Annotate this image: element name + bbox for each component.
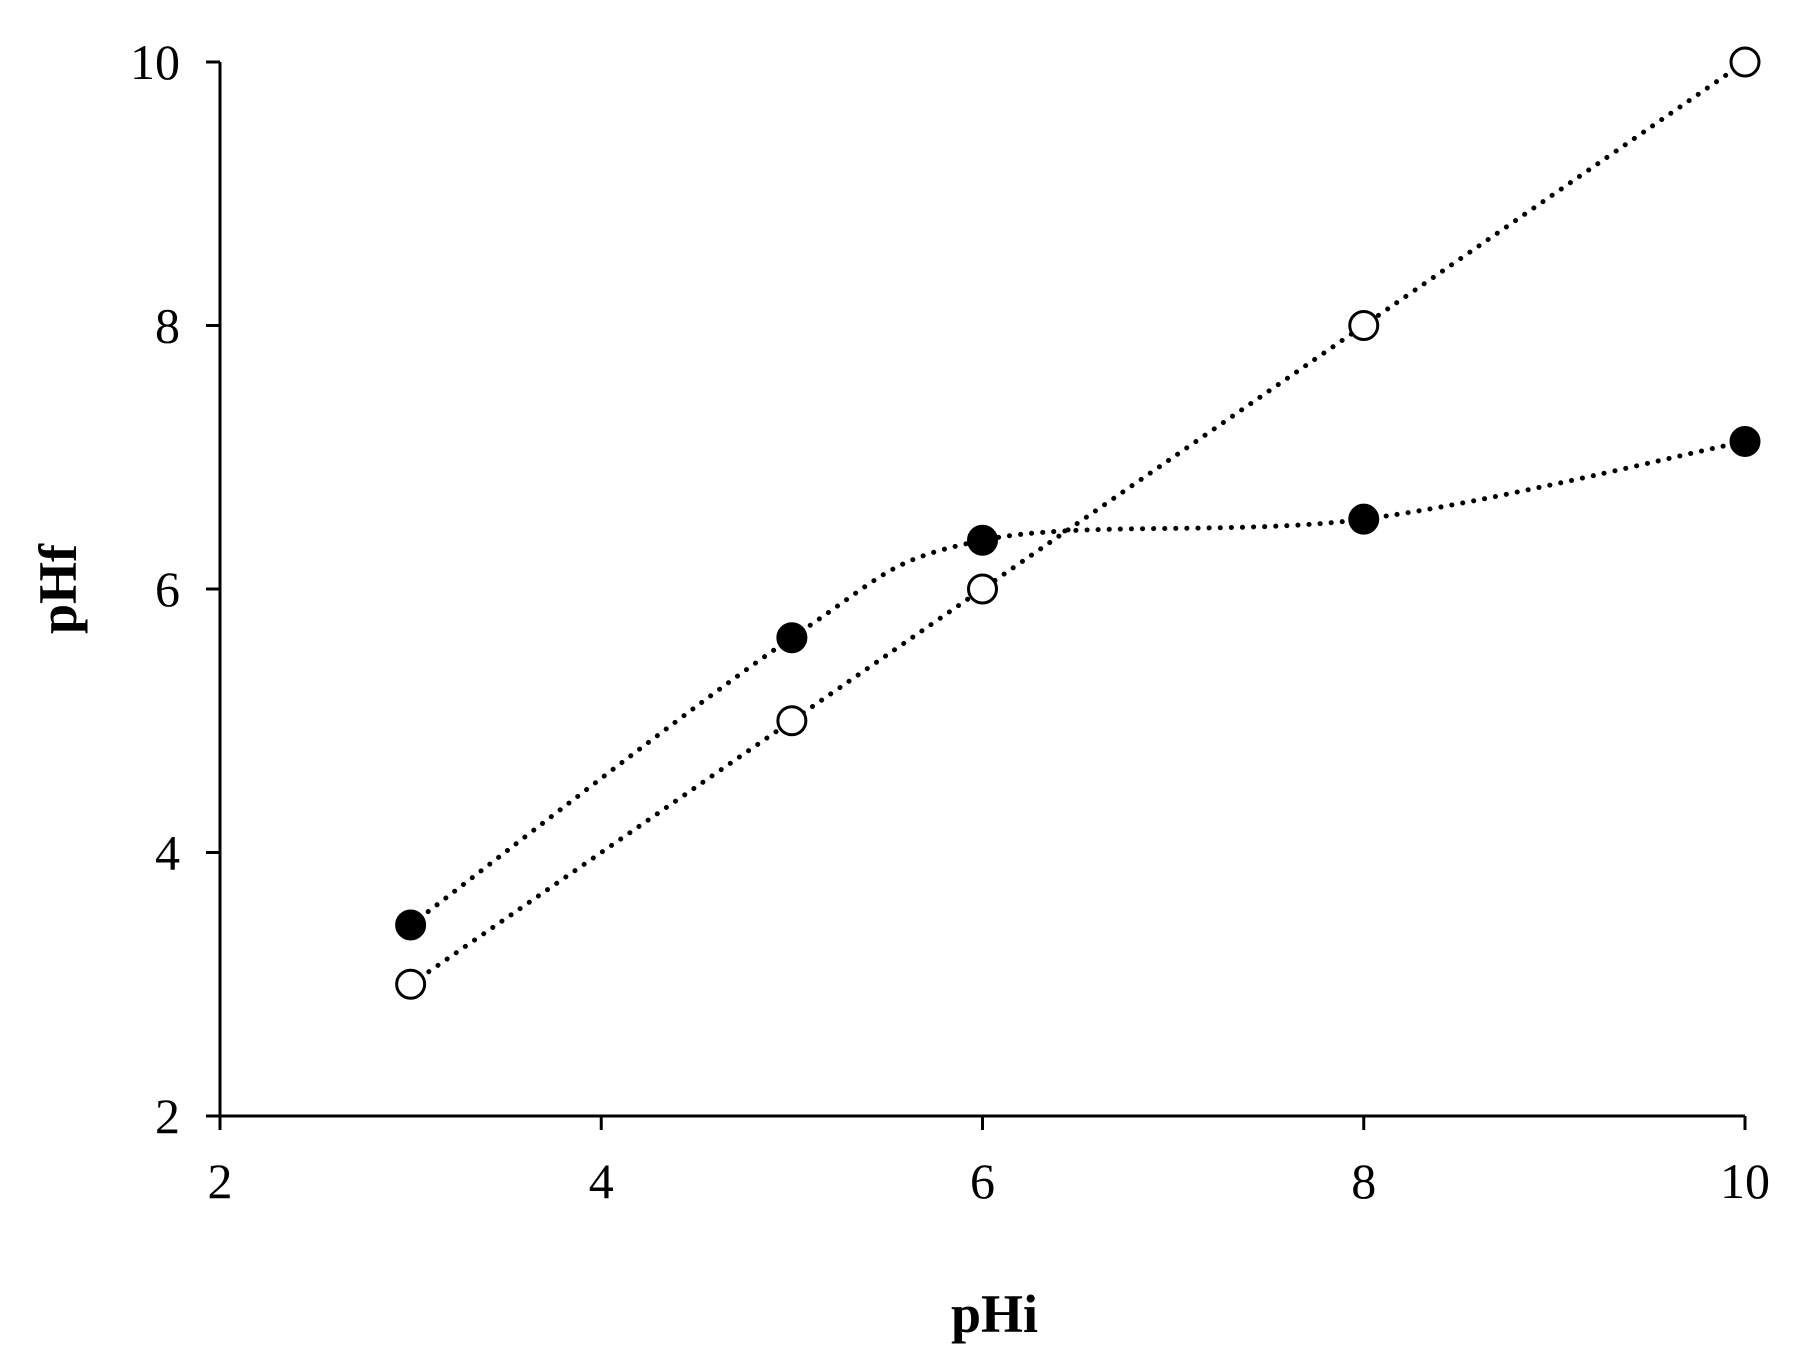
series-1-point [967, 524, 998, 556]
series-2-point [1348, 310, 1380, 341]
series-1-point [1348, 503, 1380, 535]
x-tick-label: 10 [1720, 1153, 1770, 1209]
x-axis-ticks: 2 4 6 8 10 [208, 1116, 1770, 1209]
y-tick-label: 10 [130, 34, 180, 90]
y-tick-label: 6 [155, 561, 180, 617]
series-2-point [1729, 46, 1761, 78]
x-tick-label: 6 [970, 1153, 995, 1209]
x-tick-label: 2 [208, 1153, 233, 1209]
series-2-point [395, 968, 427, 1000]
x-tick-label: 4 [589, 1153, 614, 1209]
series-1-point [1729, 425, 1761, 457]
series-2-point [776, 705, 808, 737]
y-axis-ticks: 2 4 6 8 10 [130, 34, 220, 1144]
y-axis-title: pHf [28, 543, 88, 634]
series-1-line [408, 438, 1748, 928]
series-2-line [408, 59, 1748, 987]
x-axis-title: pHi [951, 1284, 1038, 1344]
series-2 [395, 46, 1761, 1000]
series-1-point [776, 622, 808, 654]
series-1-point [395, 909, 427, 941]
x-tick-label: 8 [1351, 1153, 1376, 1209]
y-tick-label: 2 [155, 1088, 180, 1144]
series-layer [395, 46, 1761, 1000]
series-2-point [967, 573, 998, 605]
series-1 [395, 425, 1761, 941]
y-tick-label: 8 [155, 298, 180, 354]
y-tick-label: 4 [155, 825, 180, 881]
